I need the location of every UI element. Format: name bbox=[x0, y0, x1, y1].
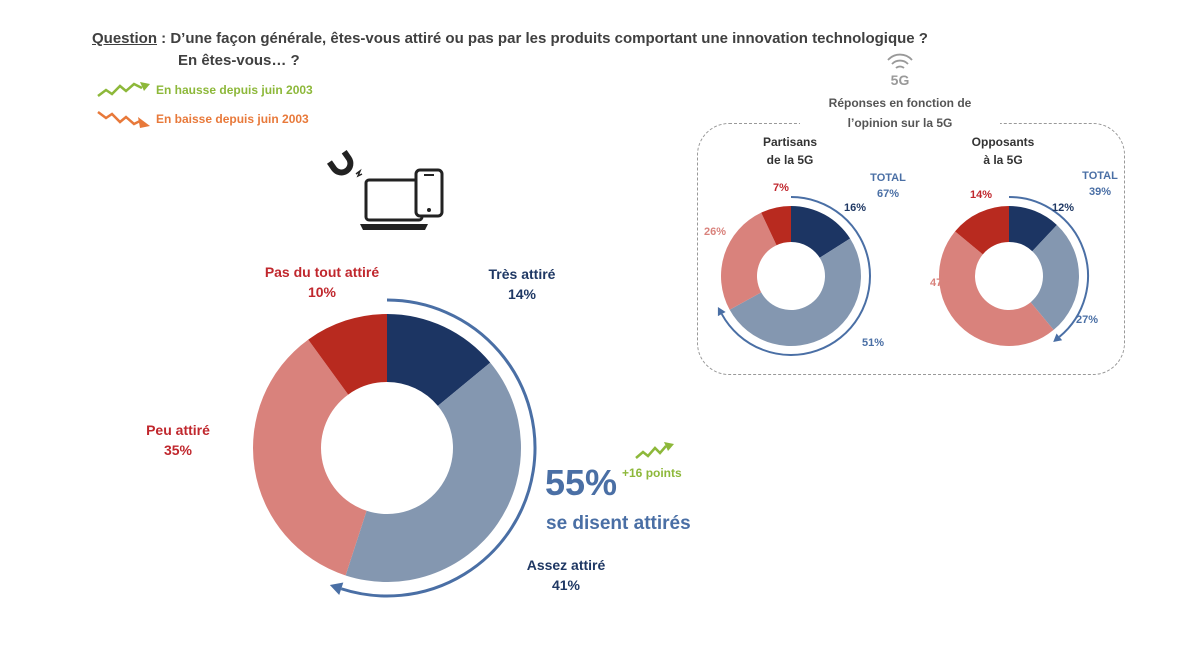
tech-devices-icon bbox=[326, 150, 444, 230]
question-title: Question : D’une façon générale, êtes-vo… bbox=[92, 30, 928, 47]
partisans-title-line1: Partisans bbox=[762, 135, 818, 149]
label-assez-attire-name: Assez attiré bbox=[526, 557, 606, 573]
partisans-slice-assez bbox=[729, 238, 861, 346]
side-panel-title-line1: Réponses en fonction de bbox=[828, 96, 972, 110]
5g-wifi-icon bbox=[887, 53, 913, 69]
partisans-pas-value: 7% bbox=[773, 182, 789, 194]
main-slice-peu bbox=[253, 339, 367, 576]
summary-value: 55% bbox=[545, 462, 618, 503]
opposants-slice-assez bbox=[1030, 224, 1079, 330]
question-subtext: En êtes-vous… ? bbox=[178, 52, 300, 69]
label-tres-attire: Très attiré 14% bbox=[462, 264, 582, 304]
label-assez-attire: Assez attiré 41% bbox=[506, 555, 626, 595]
partisans-slice-peu bbox=[721, 212, 777, 310]
summary-trend-up-icon bbox=[635, 442, 674, 459]
opposants-title-line1: Opposants bbox=[971, 135, 1035, 149]
magnet-icon bbox=[326, 150, 354, 176]
opposants-total-label: TOTAL bbox=[1082, 170, 1118, 182]
partisans-arc bbox=[720, 196, 871, 356]
partisans-total: TOTAL 67% bbox=[858, 170, 918, 202]
side-panel-title: Réponses en fonction de l’opinion sur la… bbox=[800, 93, 1000, 133]
opposants-slice-peu bbox=[939, 231, 1054, 346]
opposants-pas-value: 14% bbox=[969, 189, 993, 201]
opposants-arc-arrowhead bbox=[1053, 333, 1063, 342]
label-assez-attire-value: 41% bbox=[551, 577, 581, 593]
label-pas-du-tout-name: Pas du tout attiré bbox=[264, 264, 380, 280]
opposants-assez-value: 27% bbox=[1075, 314, 1099, 326]
question-label: Question bbox=[92, 30, 158, 47]
opposants-slice-pas bbox=[955, 206, 1009, 255]
opposants-title: Opposants à la 5G bbox=[958, 133, 1048, 169]
opposants-total: TOTAL 39% bbox=[1070, 168, 1130, 200]
main-slice-assez bbox=[345, 362, 521, 582]
5g-badge: 5G bbox=[890, 72, 910, 88]
label-tres-attire-value: 14% bbox=[507, 286, 537, 302]
label-pas-du-tout: Pas du tout attiré 10% bbox=[252, 262, 392, 302]
partisans-total-value: 67% bbox=[876, 188, 900, 200]
label-pas-du-tout-value: 10% bbox=[307, 284, 337, 300]
opposants-arc bbox=[1008, 196, 1089, 338]
question-text: : D’une façon générale, êtes-vous attiré… bbox=[157, 30, 928, 47]
opposants-tres-value: 12% bbox=[1051, 202, 1075, 214]
label-tres-attire-name: Très attiré bbox=[488, 266, 556, 282]
summary-text: se disent attirés bbox=[546, 513, 691, 534]
main-slice-tres bbox=[387, 314, 491, 406]
trend-up-icon bbox=[97, 82, 150, 97]
label-peu-attire: Peu attiré 35% bbox=[128, 420, 228, 460]
opposants-donut-chart bbox=[939, 196, 1089, 346]
partisans-title: Partisans de la 5G bbox=[745, 133, 835, 169]
summary-change: +16 points bbox=[622, 466, 682, 480]
partisans-arc-arrowhead bbox=[717, 307, 726, 317]
opposants-total-value: 39% bbox=[1088, 186, 1112, 198]
partisans-peu-value: 26% bbox=[703, 226, 727, 238]
partisans-slice-tres bbox=[791, 206, 851, 258]
partisans-title-line2: de la 5G bbox=[766, 153, 814, 167]
side-panel-title-line2: l’opinion sur la 5G bbox=[847, 116, 953, 130]
legend-up: En hausse depuis juin 2003 bbox=[156, 83, 313, 97]
main-slice-pas bbox=[308, 314, 387, 395]
opposants-peu-value: 47% bbox=[929, 277, 953, 289]
main-summary-arc bbox=[340, 298, 537, 598]
partisans-slice-pas bbox=[761, 206, 791, 246]
main-donut-chart bbox=[253, 298, 537, 598]
main-arc-arrowhead bbox=[329, 582, 344, 596]
opposants-slice-tres bbox=[1009, 206, 1057, 252]
partisans-total-label: TOTAL bbox=[870, 172, 906, 184]
opposants-title-line2: à la 5G bbox=[983, 153, 1023, 167]
partisans-tres-value: 16% bbox=[843, 202, 867, 214]
trend-down-icon bbox=[97, 111, 150, 128]
partisans-assez-value: 51% bbox=[861, 337, 885, 349]
label-peu-attire-name: Peu attiré bbox=[146, 422, 210, 438]
legend-down: En baisse depuis juin 2003 bbox=[156, 112, 309, 126]
partisans-donut-chart bbox=[717, 196, 871, 356]
label-peu-attire-value: 35% bbox=[163, 442, 193, 458]
